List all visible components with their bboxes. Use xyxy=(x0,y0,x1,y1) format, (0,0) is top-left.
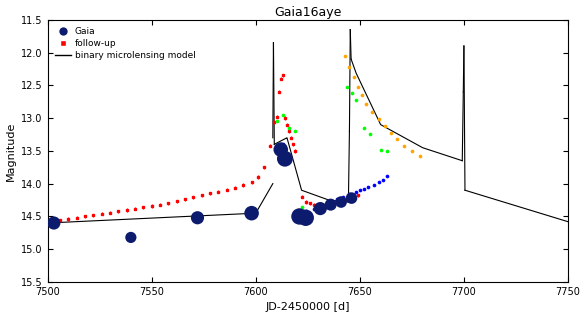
Point xyxy=(357,93,367,98)
Point xyxy=(370,183,379,188)
Point xyxy=(345,192,354,197)
Point xyxy=(353,84,363,89)
Point xyxy=(359,125,369,130)
Point xyxy=(301,209,311,214)
Point xyxy=(382,148,391,153)
Point xyxy=(278,142,288,147)
Point xyxy=(374,180,383,185)
Point xyxy=(126,235,135,240)
Y-axis label: Magnitude: Magnitude xyxy=(5,121,16,181)
Point xyxy=(339,194,348,199)
Point xyxy=(247,211,256,216)
Point xyxy=(380,123,390,128)
Point xyxy=(309,206,319,211)
Point xyxy=(363,184,373,190)
Point xyxy=(393,136,402,142)
Point xyxy=(407,148,417,153)
Point xyxy=(336,199,346,204)
Point xyxy=(351,189,360,194)
Point xyxy=(345,64,354,69)
Point xyxy=(292,214,302,219)
Point xyxy=(301,215,311,220)
Point xyxy=(297,211,306,216)
Point xyxy=(297,204,306,209)
Point xyxy=(326,202,335,207)
Point xyxy=(280,156,289,161)
Point xyxy=(347,196,356,201)
Title: Gaia16aye: Gaia16aye xyxy=(274,5,342,18)
Point xyxy=(272,119,281,124)
Point xyxy=(332,197,342,202)
X-axis label: JD-2450000 [d]: JD-2450000 [d] xyxy=(265,302,350,313)
Point xyxy=(415,154,425,159)
Point xyxy=(349,75,358,80)
Point xyxy=(382,173,391,178)
Point xyxy=(276,147,285,152)
Point xyxy=(347,91,356,96)
Point xyxy=(376,147,386,152)
Point xyxy=(399,143,408,148)
Point xyxy=(362,101,371,106)
Point xyxy=(49,220,59,225)
Point xyxy=(386,130,396,135)
Point xyxy=(355,188,364,193)
Point xyxy=(340,53,350,58)
Legend: Gaia, follow-up, binary microlensing model: Gaia, follow-up, binary microlensing mod… xyxy=(52,24,198,63)
Point xyxy=(366,132,375,137)
Point xyxy=(295,214,304,219)
Point xyxy=(276,147,285,152)
Point xyxy=(359,186,369,191)
Point xyxy=(326,199,335,204)
Point xyxy=(343,84,352,89)
Point xyxy=(291,129,300,134)
Point xyxy=(284,125,294,130)
Point xyxy=(378,177,387,182)
Point xyxy=(351,97,360,102)
Point xyxy=(374,117,383,122)
Point xyxy=(318,202,327,207)
Point xyxy=(193,215,202,220)
Point xyxy=(367,109,377,114)
Point xyxy=(278,112,288,117)
Point xyxy=(316,206,325,211)
